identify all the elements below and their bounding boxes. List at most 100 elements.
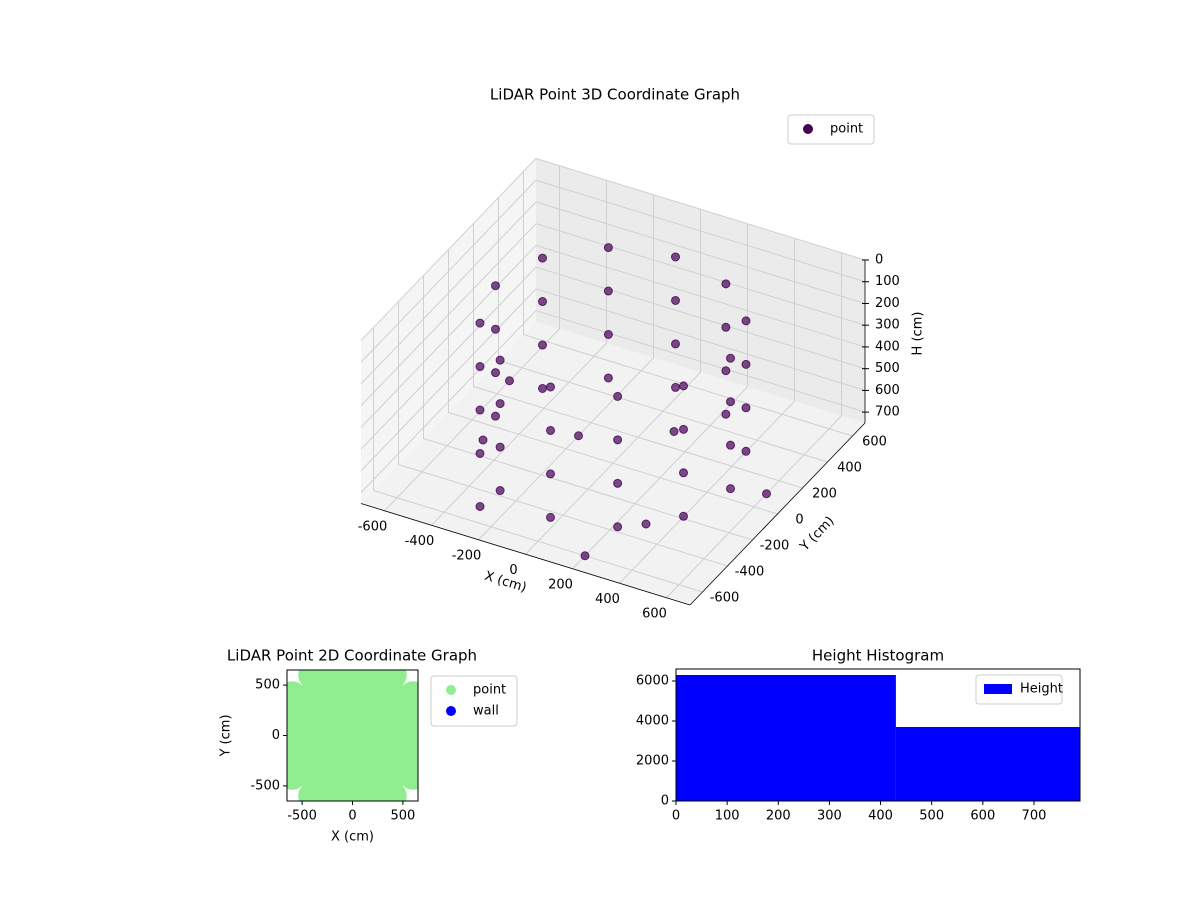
y-tick-label: 6000: [636, 674, 669, 689]
grid-line: [360, 201, 866, 385]
point: [338, 761, 367, 790]
point: [298, 721, 327, 750]
point: [603, 373, 613, 383]
point: [491, 411, 500, 421]
point: [726, 440, 735, 450]
point: [505, 376, 514, 386]
y-tick-label: -400: [735, 565, 765, 580]
z-tick-label: 200: [875, 296, 900, 311]
z-tick-label: 300: [875, 318, 900, 333]
point: [641, 519, 651, 529]
y-tick-label: 0: [661, 794, 669, 809]
point: [671, 382, 680, 392]
grid-line: [423, 275, 753, 541]
point: [398, 761, 418, 790]
chart-title: LiDAR Point 2D Coordinate Graph: [227, 647, 477, 665]
point: [298, 741, 327, 770]
grid-line: [473, 223, 803, 489]
point: [721, 322, 731, 332]
point: [726, 397, 735, 407]
grid-line: [572, 223, 748, 570]
point: [537, 253, 547, 263]
y-tick-label: -200: [760, 539, 790, 554]
legend-label: point: [473, 683, 506, 698]
point: [378, 721, 407, 750]
y-tick-label: -500: [250, 778, 280, 793]
x-tick-label: 400: [595, 592, 620, 607]
point: [671, 252, 680, 262]
y-tick-label: 500: [255, 678, 280, 693]
x-tick-label: 0: [348, 809, 356, 824]
x-tick-label: 400: [868, 809, 893, 824]
grid-line: [478, 194, 654, 541]
grid-line: [523, 171, 853, 437]
y-tick-label: 400: [837, 461, 862, 476]
point: [475, 318, 485, 328]
point: [338, 681, 367, 710]
grid-line: [360, 179, 866, 363]
grid-line: [666, 252, 842, 599]
point: [603, 330, 613, 340]
point: [338, 741, 367, 770]
grid-line: [360, 266, 866, 450]
grid-line: [398, 301, 728, 567]
legend-marker: [803, 124, 813, 134]
grid-line: [619, 238, 795, 584]
point: [478, 435, 488, 445]
y-axis: [689, 422, 866, 606]
y-tick-label: 2000: [636, 754, 669, 769]
point: [603, 286, 613, 296]
point: [603, 243, 613, 253]
grid-line: [360, 288, 866, 472]
point: [495, 355, 505, 365]
x-tick-label: 700: [1022, 809, 1047, 824]
legend-label: wall: [473, 704, 499, 719]
point: [495, 486, 505, 496]
point: [741, 446, 751, 456]
point: [721, 279, 731, 289]
point: [574, 431, 583, 441]
point: [378, 781, 407, 801]
point: [491, 368, 500, 378]
grid-line: [360, 157, 866, 341]
point: [679, 381, 689, 391]
point: [378, 701, 407, 730]
point: [546, 425, 555, 435]
point: [495, 442, 505, 452]
point: [491, 281, 500, 291]
y-tick-label: 600: [862, 435, 887, 450]
grid-line: [448, 249, 778, 515]
legend-marker: [446, 706, 456, 716]
x-tick-label: 0: [509, 563, 517, 578]
point: [475, 405, 485, 415]
point: [721, 366, 731, 376]
point: [613, 435, 623, 445]
point: [613, 391, 623, 401]
point: [726, 484, 735, 494]
point: [679, 468, 689, 478]
legend-label: Height: [1020, 682, 1063, 697]
point: [298, 701, 327, 730]
x-tick-label: -200: [452, 548, 482, 563]
point: [669, 427, 679, 436]
z-tick-label: 500: [875, 361, 900, 376]
point: [741, 403, 751, 413]
x-tick-label: 200: [766, 809, 791, 824]
grid-line: [525, 209, 701, 555]
grid-line: [360, 223, 866, 407]
grid-line: [431, 180, 607, 526]
point: [358, 761, 387, 790]
point: [537, 340, 547, 350]
x-tick-label: 300: [817, 809, 842, 824]
z-tick-label: 100: [875, 274, 900, 289]
point: [358, 741, 387, 770]
point: [318, 741, 347, 770]
point: [679, 511, 689, 521]
legend-frame: [787, 114, 875, 145]
y-tick-label: 0: [795, 513, 803, 528]
plot-area: [287, 670, 418, 801]
point: [741, 359, 751, 369]
x-tick-label: 100: [715, 809, 740, 824]
x-axis-label: X (cm): [331, 830, 374, 845]
point: [475, 502, 485, 511]
